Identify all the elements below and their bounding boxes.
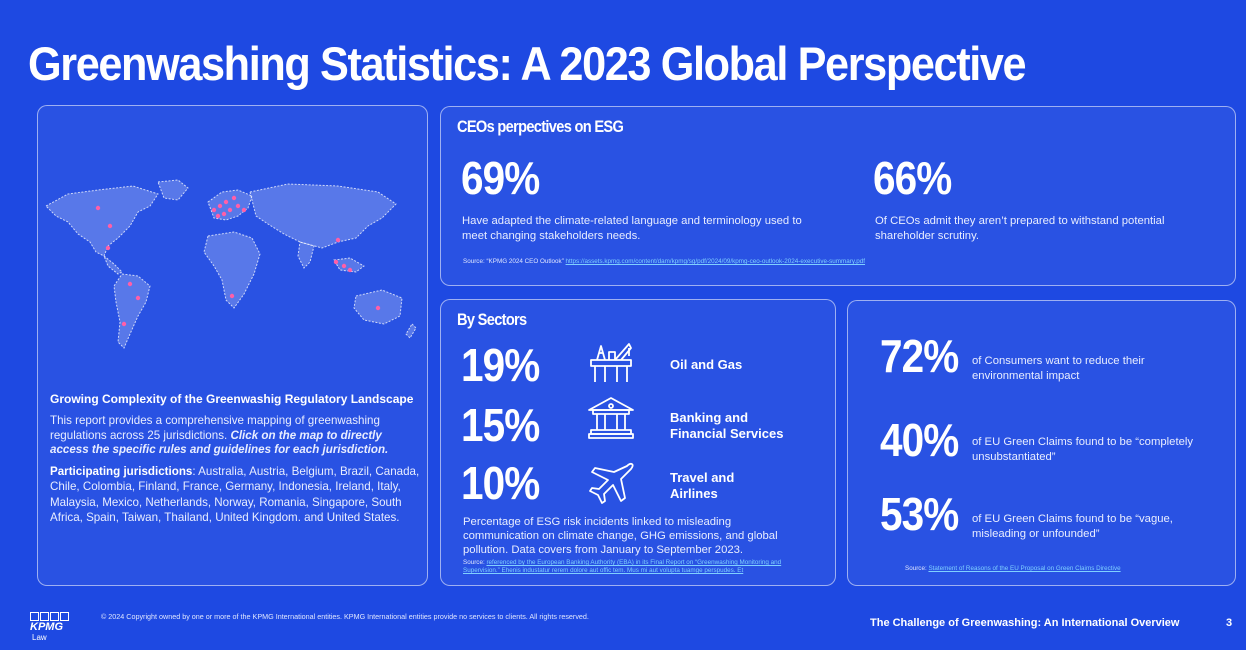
map-heading: Growing Complexity of the Greenwashig Re… xyxy=(50,392,414,406)
world-map[interactable] xyxy=(38,176,429,376)
page-title: Greenwashing Statistics: A 2023 Global P… xyxy=(28,37,1027,90)
sectors-title: By Sectors xyxy=(457,310,527,329)
consumer-stat-desc: of EU Green Claims found to be “vague, m… xyxy=(972,513,1173,540)
map-description-emphasis: Click on the map to directly access the … xyxy=(50,428,389,457)
sectors-source-label: Source: xyxy=(463,559,485,566)
jurisdiction-list: Participating jurisdictions: Australia, … xyxy=(50,464,420,525)
ceo-source: Source: “KPMG 2024 CEO Outlook” https://… xyxy=(463,258,865,265)
ceo-source-label: Source: “KPMG 2024 CEO Outlook” xyxy=(463,258,564,265)
document-title: The Challenge of Greenwashing: An Intern… xyxy=(870,617,1180,629)
bank-icon xyxy=(588,397,634,439)
jurisdictions-label: Participating jurisdictions xyxy=(50,465,193,478)
consumer-source: Source: Statement of Reasons of the EU P… xyxy=(905,565,1121,572)
logo-text: KPMG xyxy=(30,621,63,633)
sectors-source: Source: referenced by the European Banki… xyxy=(463,559,813,575)
consumer-stat-value: 53% xyxy=(880,488,959,540)
map-description-text: This report provides a comprehensive map… xyxy=(50,414,380,442)
airplane-icon xyxy=(589,462,634,504)
consumer-source-link[interactable]: Statement of Reasons of the EU Proposal … xyxy=(928,565,1121,572)
page-number: 3 xyxy=(1226,617,1233,629)
logo-subtext: Law xyxy=(32,633,47,642)
sector-label-line: Oil and Gas xyxy=(670,357,743,372)
sector-label: Travel and Airlines xyxy=(670,470,734,502)
ceo-title: CEOs perpectives on ESG xyxy=(457,117,624,136)
consumer-stat-desc: of EU Green Claims found to be “complete… xyxy=(972,436,1194,463)
sector-label-line: Financial Services xyxy=(670,426,784,441)
sectors-description: Percentage of ESG risk incidents linked … xyxy=(463,516,778,556)
jurisdiction-markers xyxy=(95,195,381,327)
map-panel: Growing Complexity of the Greenwashig Re… xyxy=(37,105,428,586)
sector-label-line: Airlines xyxy=(670,486,718,501)
consumer-stat-value: 72% xyxy=(880,330,959,382)
ceo-panel: CEOs perpectives on ESG 69% Have adapted… xyxy=(440,106,1236,286)
ceo-stat-desc: Of CEOs admit they aren’t prepared to wi… xyxy=(875,215,1165,242)
sector-label: Oil and Gas xyxy=(670,357,742,373)
sector-label-line: Travel and xyxy=(670,470,735,485)
consumer-stat-value: 40% xyxy=(880,414,959,466)
sector-value: 19% xyxy=(461,339,540,391)
oil-rig-icon xyxy=(590,343,632,382)
kpmg-logo: KPMG Law xyxy=(30,612,74,643)
map-description: This report provides a comprehensive map… xyxy=(50,414,420,458)
ceo-stat-value: 69% xyxy=(461,152,540,204)
jurisdictions-text: : Australia, Austria, Belgium, Brazil, C… xyxy=(50,465,420,524)
copyright-text: © 2024 Copyright owned by one or more of… xyxy=(101,612,589,621)
consumer-source-label: Source: xyxy=(905,565,927,572)
sectors-panel: By Sectors 19% Oil and Gas 15% Banking a… xyxy=(440,299,836,586)
sector-value: 10% xyxy=(461,457,540,509)
sectors-source-link[interactable]: referenced by the European Banking Autho… xyxy=(463,559,782,574)
sector-value: 15% xyxy=(461,399,540,451)
consumer-stat-desc: of Consumers want to reduce their enviro… xyxy=(972,355,1145,382)
ceo-source-link[interactable]: https://assets.kpmg.com/content/dam/kpmg… xyxy=(565,258,866,265)
ceo-stat-desc: Have adapted the climate-related languag… xyxy=(462,215,802,242)
consumer-panel: 72% of Consumers want to reduce their en… xyxy=(847,300,1236,586)
sector-label-line: Banking and xyxy=(670,410,749,425)
sector-label: Banking and Financial Services xyxy=(670,410,783,442)
ceo-stat-value: 66% xyxy=(873,152,952,204)
